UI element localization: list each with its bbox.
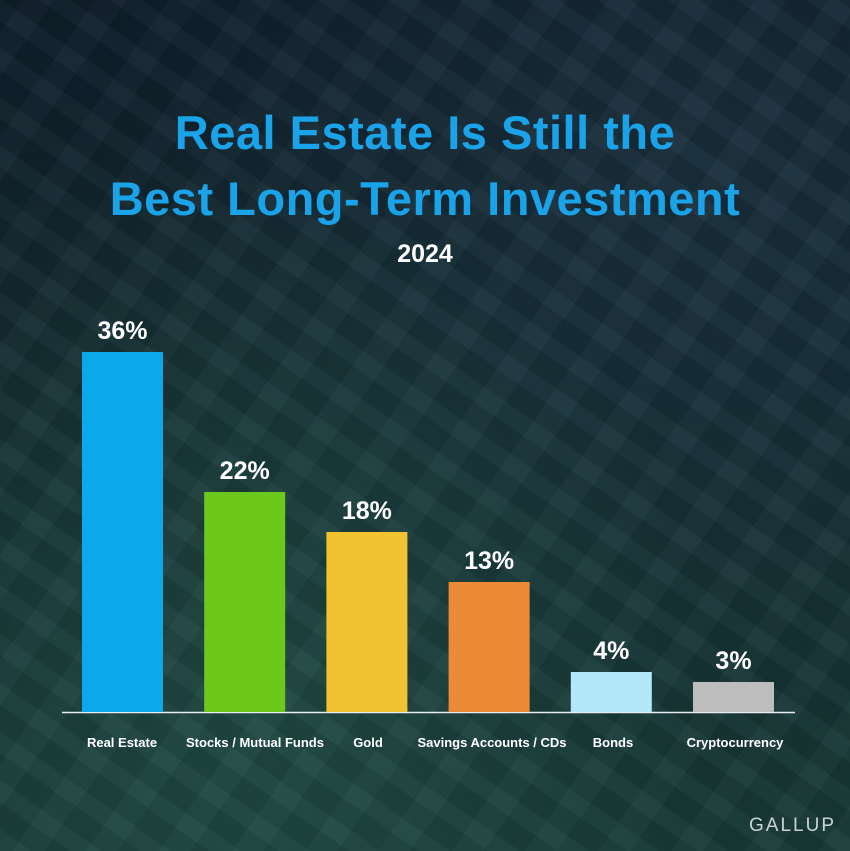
data-label: 22% xyxy=(220,457,270,485)
data-label: 18% xyxy=(342,497,392,525)
bar xyxy=(570,672,652,712)
data-label: 4% xyxy=(593,637,629,665)
bar xyxy=(82,352,163,712)
category-label: Gold xyxy=(353,735,383,750)
data-label: 13% xyxy=(464,547,514,575)
chart-title: Real Estate Is Still the Best Long-Term … xyxy=(0,100,850,232)
chart-title-line-1: Real Estate Is Still the xyxy=(174,106,676,159)
category-label: Cryptocurrency xyxy=(687,735,785,750)
bar xyxy=(204,492,286,712)
chart-subtitle: 2024 xyxy=(397,240,453,268)
category-label: Bonds xyxy=(593,735,633,750)
chart-title-line-2: Best Long-Term Investment xyxy=(109,172,741,225)
bar xyxy=(693,682,774,712)
source-label: GALLUP xyxy=(749,815,836,836)
category-label: Stocks / Mutual Funds xyxy=(186,735,324,750)
category-label: Real Estate xyxy=(87,735,157,750)
bar xyxy=(326,532,408,712)
category-label: Savings Accounts / CDs xyxy=(417,735,566,750)
data-label: 36% xyxy=(97,317,147,345)
data-label: 3% xyxy=(715,647,751,675)
bar xyxy=(448,582,530,712)
